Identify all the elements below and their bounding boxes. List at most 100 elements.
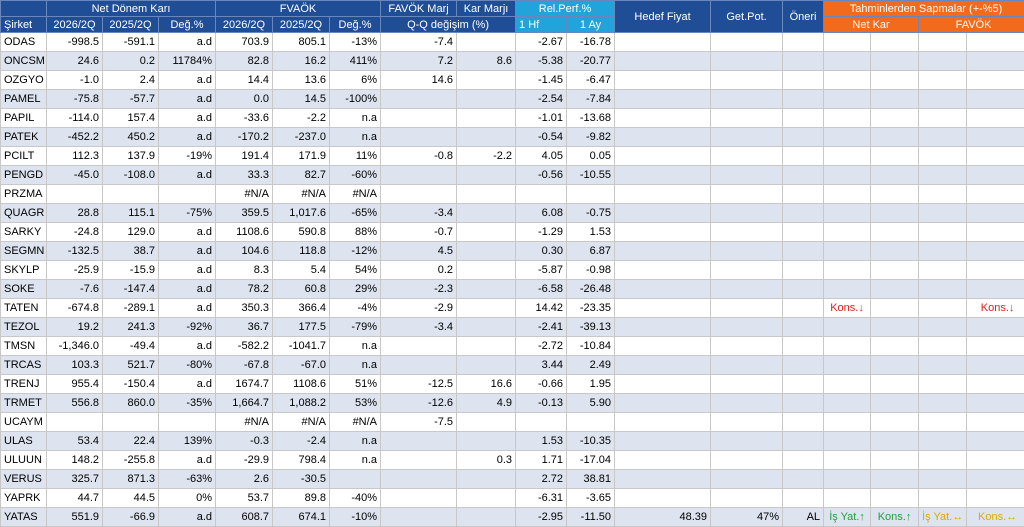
tahmin-netkar-2-cell [871, 299, 919, 318]
ndk-2025-cell: 137.9 [103, 147, 159, 166]
tahmin-favok-1-cell [919, 261, 967, 280]
hedef-fiyat-cell [615, 280, 711, 299]
favok-deg-cell: 88% [330, 223, 381, 242]
oneri-cell [783, 52, 824, 71]
tahmin-favok-2-cell [967, 147, 1024, 166]
ndk-2026-cell: -674.8 [47, 299, 103, 318]
header-ndk-2026: 2026/2Q [47, 17, 103, 33]
kar-marji-cell [457, 166, 516, 185]
kar-marji-cell [457, 128, 516, 147]
favok-deg-cell: n.a [330, 356, 381, 375]
tahmin-netkar-2-cell [871, 90, 919, 109]
favok-deg-cell: -100% [330, 90, 381, 109]
kar-marji-cell [457, 109, 516, 128]
oneri-cell [783, 413, 824, 432]
favok-2026-cell: 359.5 [216, 204, 273, 223]
ndk-2025-cell: 157.4 [103, 109, 159, 128]
get-pot-cell [711, 337, 783, 356]
oneri-cell [783, 128, 824, 147]
favok-marj-cell: -3.4 [381, 204, 457, 223]
rel-perf-1ay-cell: -23.35 [567, 299, 615, 318]
tahmin-netkar-1-cell [824, 71, 871, 90]
company-cell: TATEN [1, 299, 47, 318]
favok-2025-cell: -2.2 [273, 109, 330, 128]
rel-perf-1ay-cell: -9.82 [567, 128, 615, 147]
company-cell: PAPIL [1, 109, 47, 128]
tahmin-netkar-1-cell [824, 185, 871, 204]
ndk-deg-cell: 0% [159, 489, 216, 508]
get-pot-cell [711, 280, 783, 299]
kar-marji-cell [457, 470, 516, 489]
ndk-deg-cell [159, 413, 216, 432]
tahmin-favok-2-cell [967, 432, 1024, 451]
kar-marji-cell: -2.2 [457, 147, 516, 166]
header-sub-favok: FAVÖK [919, 17, 1024, 33]
kar-marji-cell [457, 261, 516, 280]
ndk-2026-cell: 53.4 [47, 432, 103, 451]
header-oneri: Öneri [783, 1, 824, 33]
favok-2026-cell: 14.4 [216, 71, 273, 90]
rel-perf-1ay-cell: -0.75 [567, 204, 615, 223]
favok-deg-cell: -10% [330, 508, 381, 527]
rel-perf-1hf-cell: 14.42 [516, 299, 567, 318]
favok-deg-cell: n.a [330, 432, 381, 451]
header-kar-marji: Kar Marjı [457, 1, 516, 17]
company-cell: YATAS [1, 508, 47, 527]
get-pot-cell [711, 432, 783, 451]
company-cell: SKYLP [1, 261, 47, 280]
ndk-deg-cell: a.d [159, 280, 216, 299]
tahmin-netkar-2-cell [871, 261, 919, 280]
tahmin-netkar-1-cell [824, 223, 871, 242]
favok-marj-cell [381, 90, 457, 109]
oneri-cell [783, 185, 824, 204]
company-cell: PRZMA [1, 185, 47, 204]
company-cell: PAMEL [1, 90, 47, 109]
tahmin-netkar-1-cell [824, 147, 871, 166]
tahmin-favok-1-cell [919, 147, 967, 166]
ndk-2026-cell: -452.2 [47, 128, 103, 147]
favok-2025-cell: 89.8 [273, 489, 330, 508]
ndk-deg-cell: -75% [159, 204, 216, 223]
favok-marj-cell [381, 128, 457, 147]
ndk-2026-cell: -24.8 [47, 223, 103, 242]
rel-perf-1hf-cell: 1.71 [516, 451, 567, 470]
tahmin-favok-2-cell [967, 109, 1024, 128]
favok-2026-cell: -29.9 [216, 451, 273, 470]
tahmin-netkar-1-cell [824, 451, 871, 470]
favok-deg-cell: n.a [330, 109, 381, 128]
favok-2025-cell: -30.5 [273, 470, 330, 489]
rel-perf-1ay-cell: -10.55 [567, 166, 615, 185]
favok-deg-cell: 51% [330, 375, 381, 394]
tahmin-netkar-2-cell [871, 337, 919, 356]
favok-marj-cell: -12.6 [381, 394, 457, 413]
ndk-2026-cell: -998.5 [47, 33, 103, 52]
header-blank [1, 1, 47, 17]
oneri-cell [783, 356, 824, 375]
rel-perf-1ay-cell: -3.65 [567, 489, 615, 508]
kar-marji-cell [457, 33, 516, 52]
company-cell: SOKE [1, 280, 47, 299]
rel-perf-1hf-cell: -0.66 [516, 375, 567, 394]
company-cell: ONCSM [1, 52, 47, 71]
get-pot-cell [711, 109, 783, 128]
ndk-2026-cell: 955.4 [47, 375, 103, 394]
hedef-fiyat-cell [615, 318, 711, 337]
hedef-fiyat-cell [615, 52, 711, 71]
tahmin-favok-1-cell [919, 356, 967, 375]
tahmin-netkar-2-cell [871, 489, 919, 508]
ndk-2025-cell: 2.4 [103, 71, 159, 90]
favok-2025-cell: 60.8 [273, 280, 330, 299]
rel-perf-1ay-cell: -17.04 [567, 451, 615, 470]
company-cell: ODAS [1, 33, 47, 52]
ndk-deg-cell: a.d [159, 508, 216, 527]
favok-deg-cell: 53% [330, 394, 381, 413]
tahmin-netkar-2-cell [871, 242, 919, 261]
ndk-2025-cell: 44.5 [103, 489, 159, 508]
tahmin-favok-2-cell [967, 280, 1024, 299]
